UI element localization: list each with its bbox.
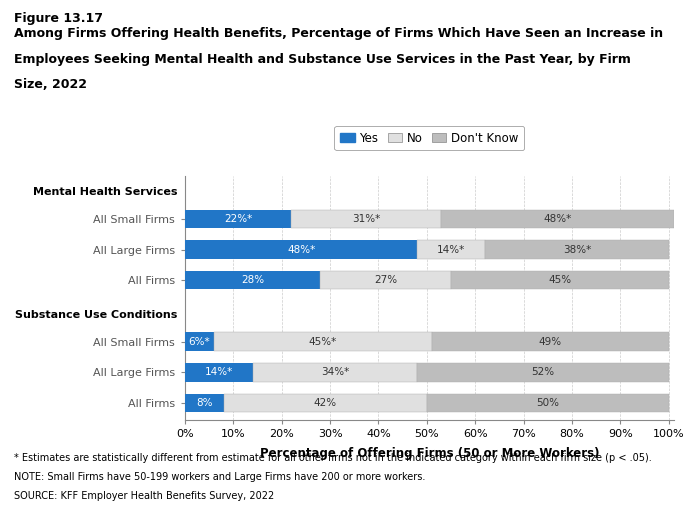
Bar bbox=[485, 240, 669, 259]
Bar bbox=[185, 271, 320, 289]
Bar bbox=[185, 394, 223, 412]
Text: Employees Seeking Mental Health and Substance Use Services in the Past Year, by : Employees Seeking Mental Health and Subs… bbox=[14, 52, 631, 66]
Bar bbox=[441, 209, 674, 228]
Legend: Yes, No, Don't Know: Yes, No, Don't Know bbox=[334, 125, 524, 151]
Text: Substance Use Conditions: Substance Use Conditions bbox=[15, 310, 178, 320]
Text: SOURCE: KFF Employer Health Benefits Survey, 2022: SOURCE: KFF Employer Health Benefits Sur… bbox=[14, 491, 274, 501]
Bar bbox=[431, 332, 669, 351]
Text: 42%: 42% bbox=[313, 398, 337, 408]
Text: 38%*: 38%* bbox=[563, 245, 591, 255]
Text: 45%*: 45%* bbox=[309, 337, 337, 347]
Text: NOTE: Small Firms have 50-199 workers and Large Firms have 200 or more workers.: NOTE: Small Firms have 50-199 workers an… bbox=[14, 472, 425, 482]
Text: 31%*: 31%* bbox=[352, 214, 380, 224]
Text: 14%*: 14%* bbox=[205, 368, 233, 377]
Text: 50%: 50% bbox=[536, 398, 559, 408]
Text: 22%*: 22%* bbox=[224, 214, 252, 224]
Text: Figure 13.17: Figure 13.17 bbox=[14, 12, 103, 25]
Bar bbox=[417, 363, 669, 382]
Bar bbox=[185, 240, 417, 259]
Text: 45%: 45% bbox=[549, 275, 572, 285]
Text: 27%: 27% bbox=[374, 275, 397, 285]
Bar bbox=[417, 240, 485, 259]
Text: 28%: 28% bbox=[241, 275, 265, 285]
Text: 34%*: 34%* bbox=[321, 368, 349, 377]
Text: 8%: 8% bbox=[196, 398, 213, 408]
Bar bbox=[185, 363, 253, 382]
Text: 49%: 49% bbox=[539, 337, 562, 347]
Text: * Estimates are statistically different from estimate for all other firms not in: * Estimates are statistically different … bbox=[14, 453, 652, 463]
Bar bbox=[185, 332, 214, 351]
Text: 6%*: 6%* bbox=[188, 337, 210, 347]
Text: Among Firms Offering Health Benefits, Percentage of Firms Which Have Seen an Inc: Among Firms Offering Health Benefits, Pe… bbox=[14, 27, 663, 40]
Bar bbox=[223, 394, 427, 412]
Bar bbox=[291, 209, 441, 228]
Text: Size, 2022: Size, 2022 bbox=[14, 78, 87, 91]
Bar bbox=[185, 209, 291, 228]
X-axis label: Percentage of Offering Firms (50 or More Workers): Percentage of Offering Firms (50 or More… bbox=[260, 447, 599, 460]
Text: 48%*: 48%* bbox=[287, 245, 315, 255]
Text: 14%*: 14%* bbox=[437, 245, 465, 255]
Bar bbox=[214, 332, 431, 351]
Bar bbox=[253, 363, 417, 382]
Bar bbox=[427, 394, 669, 412]
Text: Mental Health Services: Mental Health Services bbox=[34, 187, 178, 197]
Text: 52%: 52% bbox=[531, 368, 554, 377]
Text: 48%*: 48%* bbox=[543, 214, 572, 224]
Bar bbox=[320, 271, 451, 289]
Bar bbox=[451, 271, 669, 289]
